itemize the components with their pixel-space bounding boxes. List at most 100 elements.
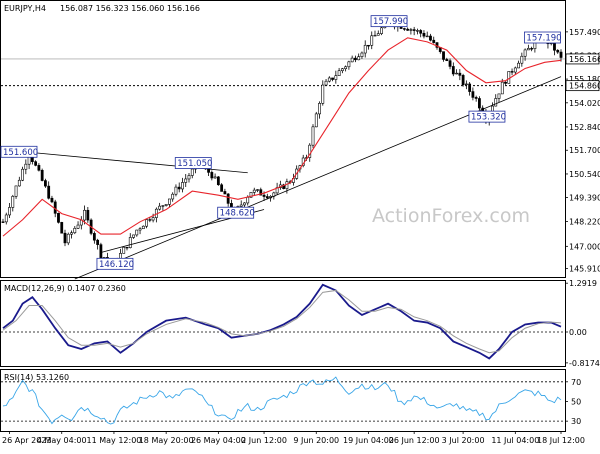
candle-body <box>246 197 250 204</box>
support-level-box <box>565 80 600 92</box>
rsi-tick-label: 50 <box>571 397 581 406</box>
candle-body <box>327 77 331 82</box>
candle-body <box>402 28 406 30</box>
candle-body <box>494 98 498 107</box>
candle-body <box>520 55 524 64</box>
price-panel-frame <box>0 0 566 278</box>
candle-body <box>347 61 351 68</box>
price-annotation-label: 153.320 <box>471 113 506 123</box>
candle-body <box>256 189 259 191</box>
time-tick-label: 26 May 04:00 <box>191 436 246 445</box>
candle-body <box>220 184 224 192</box>
candle-body <box>249 192 253 198</box>
candle-body <box>425 35 429 38</box>
candle-body <box>350 57 354 63</box>
candle-body <box>4 214 8 223</box>
candle-body <box>429 35 432 41</box>
candle-body <box>448 60 452 67</box>
candle-body <box>92 233 96 241</box>
price-annotation-label: 157.990 <box>373 17 408 27</box>
candle-body <box>526 48 530 51</box>
current-price-box <box>565 53 600 65</box>
candle-body <box>308 144 312 158</box>
candle-body <box>239 204 243 207</box>
candle-body <box>76 224 80 229</box>
macd-tick-label: -0.8174 <box>569 359 600 368</box>
candle-body <box>360 52 364 57</box>
candle-body <box>243 202 246 206</box>
candle-body <box>73 227 77 234</box>
candle-body <box>60 222 64 234</box>
time-tick-label: 11 Jul 04:00 <box>491 436 539 445</box>
rsi-tick-label: 30 <box>571 417 581 426</box>
candle-body <box>40 169 44 181</box>
candle-body <box>471 91 475 98</box>
rsi-header: RSI(14) 53.1260 <box>4 373 69 382</box>
macd-tick-label: 0.00 <box>569 328 587 337</box>
candle-body <box>455 72 458 75</box>
candle-body <box>318 103 321 115</box>
candle-body <box>344 66 348 70</box>
candle-body <box>86 209 90 221</box>
candle-body <box>83 209 86 221</box>
candle-body <box>380 27 383 34</box>
candle-body <box>171 193 175 200</box>
candle-body <box>373 34 377 37</box>
candle-body <box>406 28 410 31</box>
candle-body <box>259 189 263 196</box>
macd-tick-label: 1.2919 <box>569 279 597 288</box>
candle-body <box>363 44 367 54</box>
candle-body <box>44 180 47 187</box>
candle-body <box>21 168 24 181</box>
candle-body <box>517 62 520 69</box>
price-tick-label: 147.000 <box>569 242 600 251</box>
candle-body <box>530 48 534 50</box>
candle-body <box>1 221 5 223</box>
price-tick-label: 145.910 <box>569 265 600 274</box>
price-annotation-box <box>468 110 506 123</box>
candle-body <box>174 186 178 195</box>
candle-body <box>161 205 165 207</box>
candle-body <box>321 84 325 104</box>
candle-body <box>513 67 517 73</box>
candle-body <box>168 198 171 205</box>
price-annotation-label: 157.190 <box>526 34 561 44</box>
candle-body <box>445 59 449 62</box>
candle-body <box>184 178 188 183</box>
candle-body <box>468 83 472 92</box>
price-symbol: EURJPY,H4 <box>4 4 46 13</box>
candle-body <box>523 49 527 57</box>
price-annotations: 151.600 151.050 148.620 146.120 157.990 153.3… <box>0 15 562 270</box>
time-tick-label: 3 Jul 20:00 <box>442 436 485 445</box>
candle-body <box>138 228 142 231</box>
time-tick-label: 26 Apr 2023 <box>2 436 51 445</box>
candle-body <box>337 70 341 76</box>
candle-body <box>17 179 21 187</box>
candle-body <box>464 83 468 86</box>
candle-body <box>367 44 370 47</box>
rsi-line <box>2 376 562 425</box>
price-tick-label: 151.700 <box>569 146 600 155</box>
candle-body <box>177 186 181 190</box>
candle-body <box>357 56 361 61</box>
price-layer <box>1 16 565 280</box>
candle-body <box>50 197 54 203</box>
candle-body <box>376 33 380 36</box>
time-tick-label: 18 May 20:00 <box>139 436 194 445</box>
candle-body <box>125 246 129 249</box>
price-tick-label: 152.840 <box>569 123 600 132</box>
candle-body <box>340 68 344 72</box>
candle-body <box>213 176 217 179</box>
candle-body <box>311 126 315 146</box>
candle-body <box>158 205 162 210</box>
macd-signal-line <box>2 289 562 354</box>
macd-layer: 1.2919 0.00 -0.8174 <box>1 279 600 368</box>
candle-body <box>53 201 57 214</box>
candle-body <box>474 97 478 99</box>
candle-body <box>122 246 126 254</box>
candle-body <box>132 234 135 238</box>
candle-body <box>354 57 357 61</box>
